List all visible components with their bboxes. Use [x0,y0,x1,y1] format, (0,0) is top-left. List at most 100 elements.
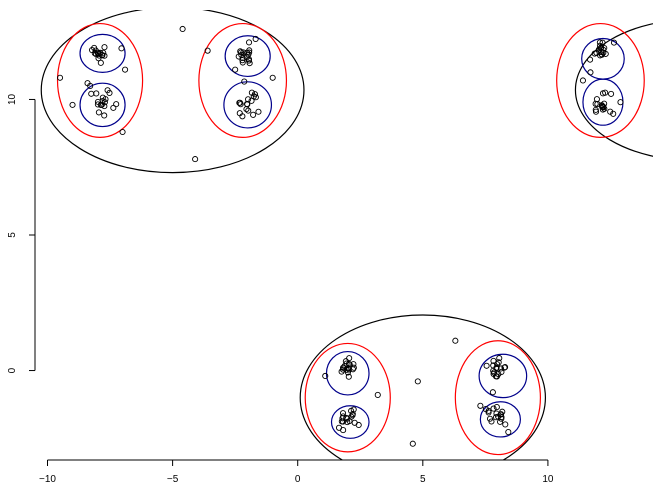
point [607,108,614,115]
point-outlier [414,378,421,385]
point [340,427,347,434]
point [493,373,501,380]
point [241,78,248,85]
point-outlier [587,69,594,76]
point [593,96,600,103]
point [488,418,495,425]
point [495,413,502,420]
point [598,51,606,58]
point [95,109,102,116]
point [101,103,108,110]
point [596,39,603,46]
contour-mid-2 [556,22,645,139]
point [240,49,247,56]
point [495,359,502,366]
point [597,45,604,52]
contour-inner-1 [79,82,126,128]
contour-outer-2 [299,314,546,460]
point [113,101,120,108]
point-outlier [374,391,381,398]
point [351,419,358,426]
point [610,110,617,117]
point [250,111,257,118]
point [502,421,509,428]
y-tick-label: 5 [7,232,18,238]
point [346,361,353,368]
point [110,104,117,111]
contour-inner-7 [330,405,370,439]
y-tick-label: 10 [7,93,18,105]
point [494,361,501,368]
point [99,52,106,59]
y-tick-label: 0 [7,367,18,373]
contour-inner-9 [479,401,521,438]
point-outlier [192,156,199,163]
point [497,418,504,425]
point [239,59,246,66]
point [592,108,600,115]
point [101,44,108,51]
point [338,368,345,375]
point [340,413,347,420]
point [608,90,615,97]
contour-outer-1 [574,23,653,157]
point [243,54,250,61]
contour-mid-0 [56,22,144,139]
point [97,59,104,66]
contour-inner-5 [582,78,624,126]
point [252,35,259,42]
point [94,101,101,108]
point [99,94,106,101]
points-layer [56,25,624,447]
point [493,364,500,371]
contour-layer [40,10,653,460]
contour-inner-2 [224,35,271,78]
contour-mid-3 [304,342,391,453]
point-outlier [579,77,586,84]
point [239,57,246,64]
point-outlier [232,66,239,73]
point [94,98,101,105]
contour-mid-4 [454,340,542,456]
point [345,365,352,372]
point [236,110,243,117]
point [246,60,253,67]
point [501,364,508,371]
contour-inner-6 [325,350,370,396]
point [91,50,98,57]
point [349,410,356,418]
x-tick-label: 0 [295,474,301,485]
point [255,108,262,115]
point [237,48,244,55]
point [252,94,259,101]
x-tick-label: −5 [167,474,179,485]
point [343,414,350,422]
point-outlier [617,99,624,106]
point-outlier [56,74,64,81]
point [248,97,255,104]
point [236,99,243,106]
point [246,47,253,54]
point [244,101,251,108]
point-outlier [322,372,329,380]
point [496,355,503,362]
point [340,418,347,425]
point-outlier [409,440,416,447]
point [94,49,101,56]
point-outlier [179,25,186,33]
point [106,89,113,96]
point [485,407,492,414]
point [600,103,607,110]
contour-inner-8 [478,353,528,399]
point-outlier [269,74,276,81]
point [93,90,100,97]
point [350,406,357,413]
point [587,56,594,63]
point-outlier [122,66,129,73]
point-outlier [204,47,211,54]
contour-inner-3 [223,81,273,129]
point [610,39,618,46]
point [602,89,609,96]
x-tick-label: −10 [39,474,56,485]
